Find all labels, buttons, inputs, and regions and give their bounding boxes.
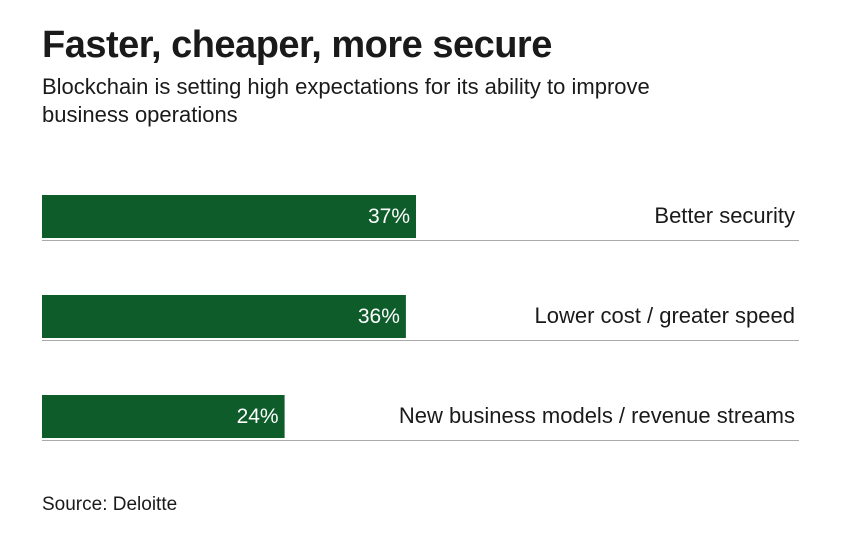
bar-value-label: 37% xyxy=(368,205,410,228)
chart-subtitle: Blockchain is setting high expectations … xyxy=(42,74,650,127)
category-label: Better security xyxy=(654,203,795,228)
bar xyxy=(42,395,285,438)
source-note: Source: Deloitte xyxy=(42,494,178,515)
category-label: New business models / revenue streams xyxy=(399,403,795,428)
category-label: Lower cost / greater speed xyxy=(535,303,795,328)
bar-value-label: 36% xyxy=(358,305,400,328)
bar xyxy=(42,295,406,338)
bar-value-label: 24% xyxy=(237,405,279,428)
bar xyxy=(42,195,416,238)
chart-title: Faster, cheaper, more secure xyxy=(42,24,552,66)
bar-chart: 37% Better security 36% Lower cost / greate… xyxy=(42,195,799,441)
